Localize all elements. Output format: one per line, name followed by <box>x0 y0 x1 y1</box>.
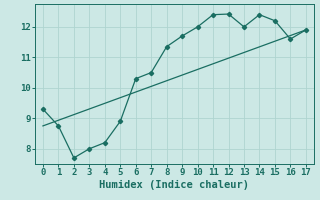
X-axis label: Humidex (Indice chaleur): Humidex (Indice chaleur) <box>100 180 249 190</box>
